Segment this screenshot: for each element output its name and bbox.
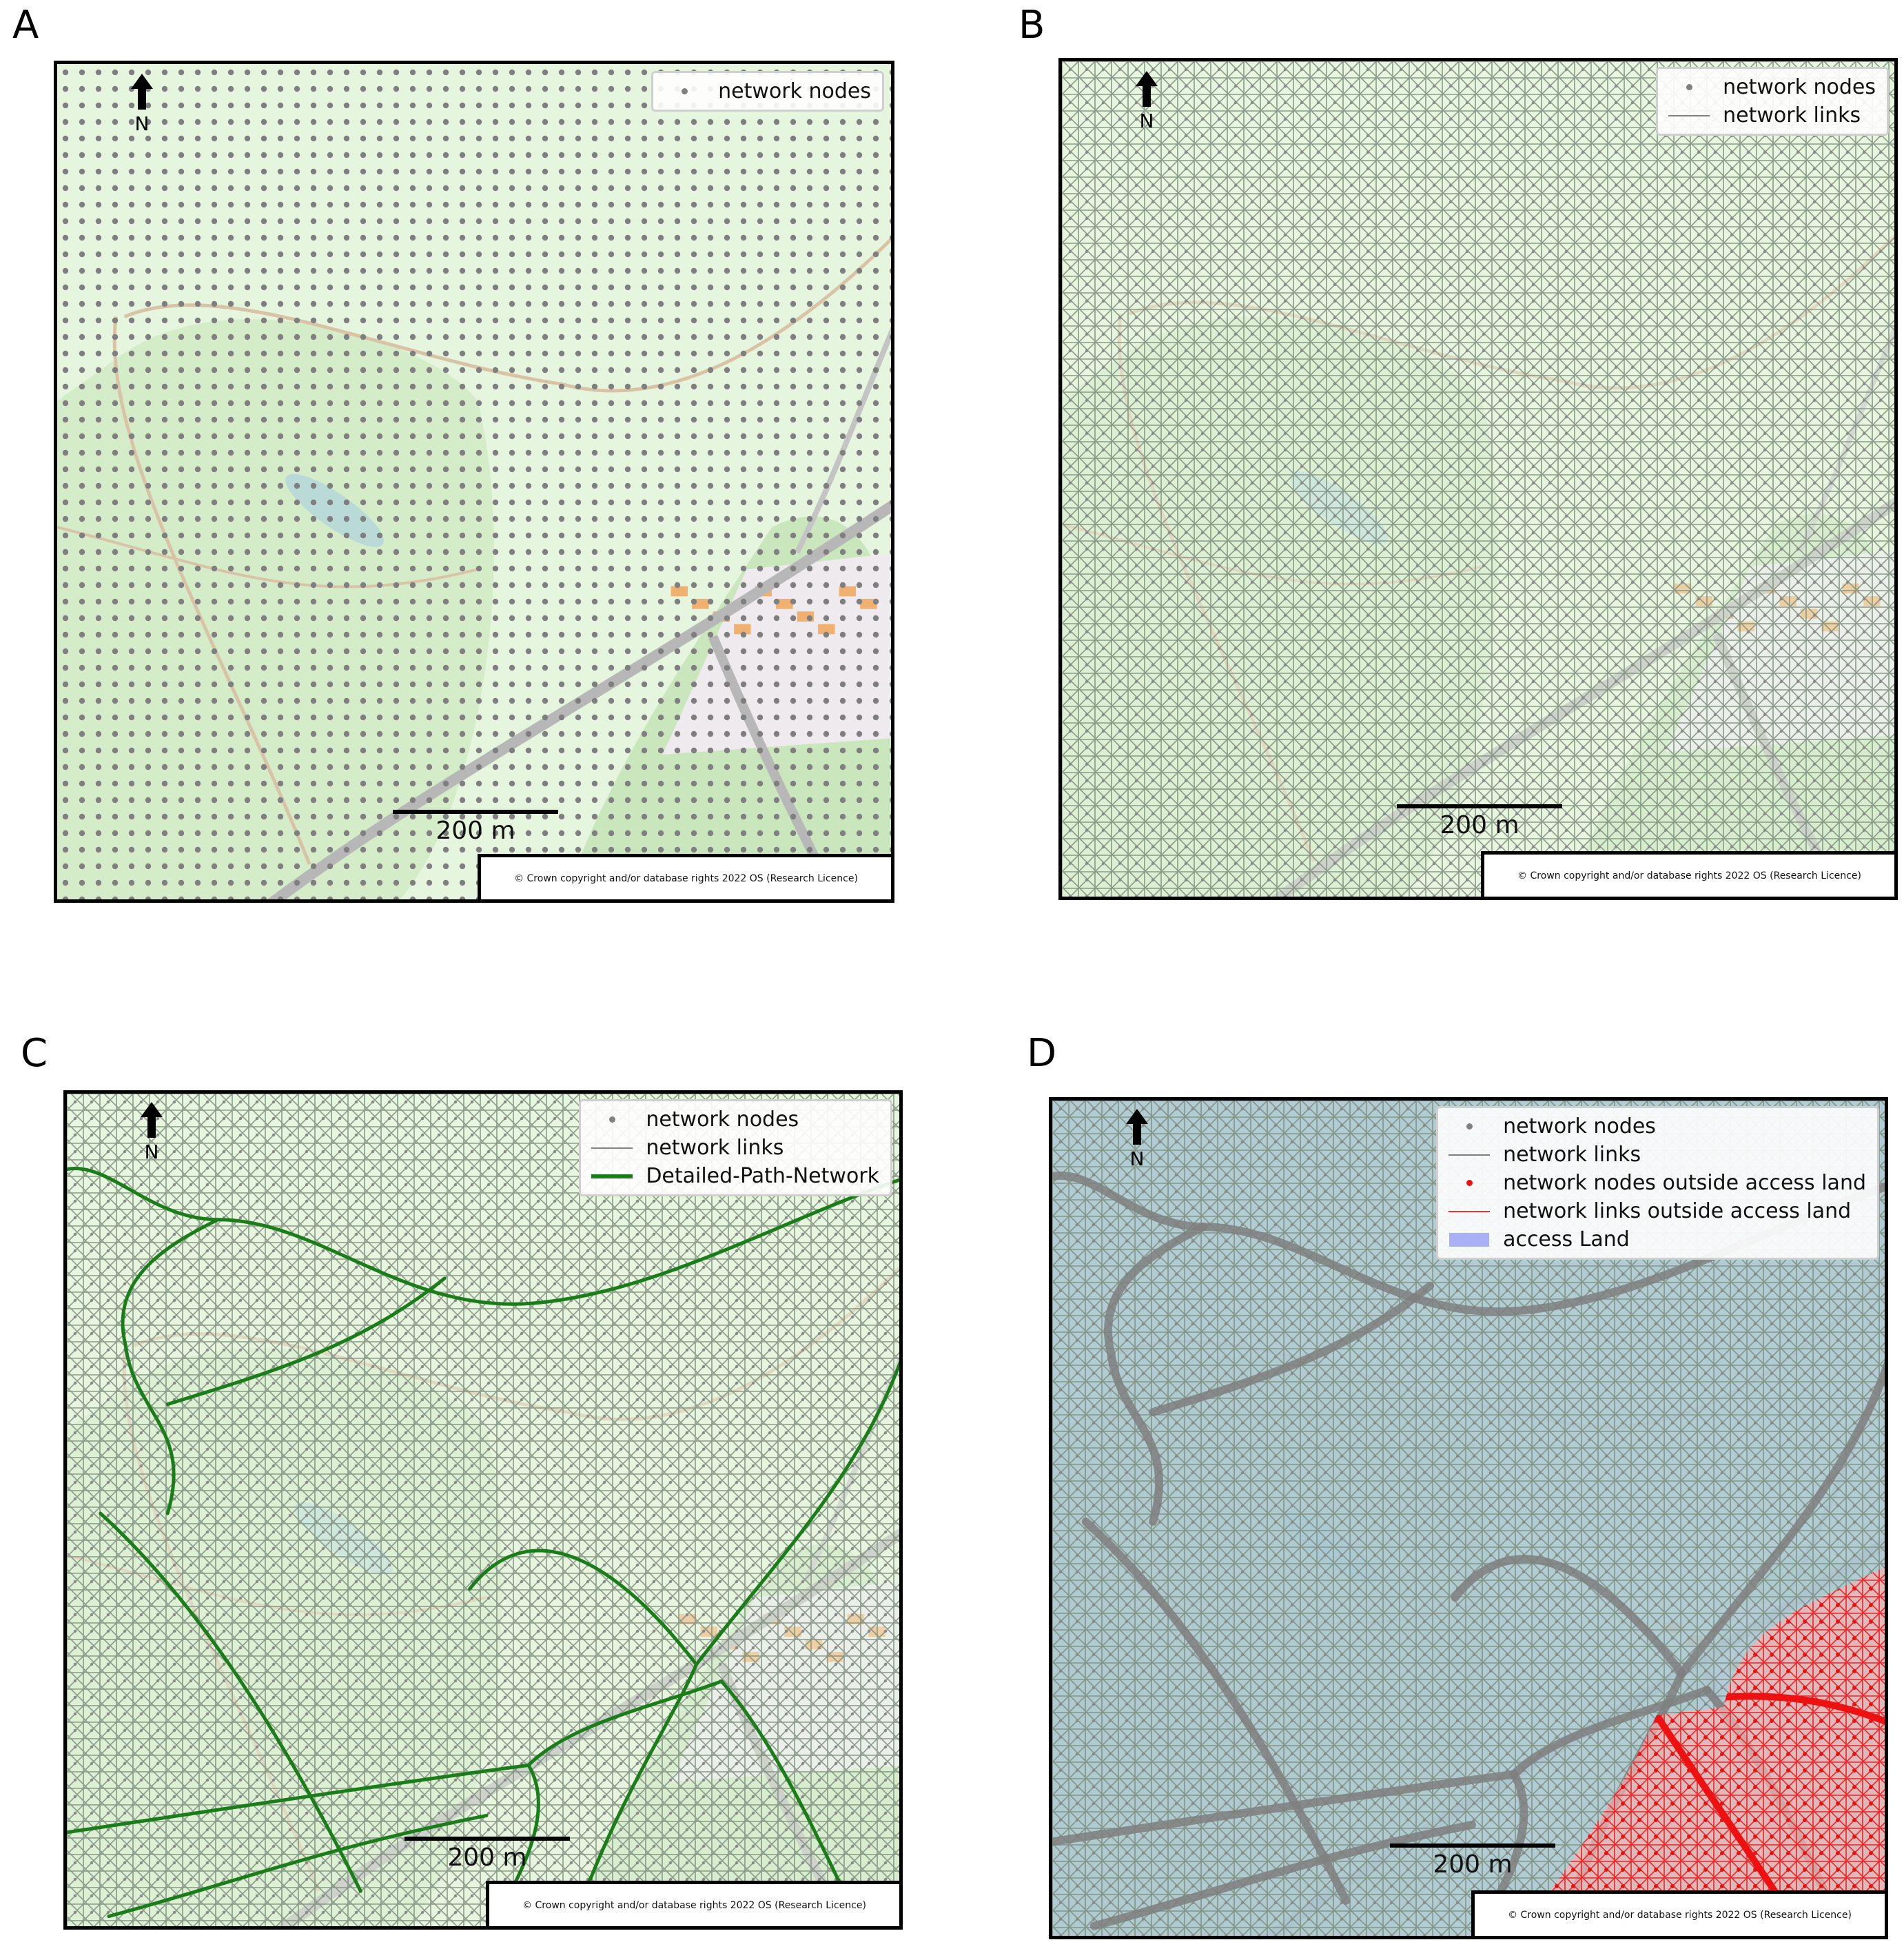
north-arrow-icon: [131, 74, 153, 110]
legend-item-network-nodes: network nodes: [660, 77, 871, 105]
legend-dot-icon: [1686, 84, 1692, 90]
legend-item-detailed-path-network: Detailed-Path-Network: [588, 1162, 879, 1190]
copyright-notice: © Crown copyright and/or database rights…: [478, 854, 891, 899]
legend-line-icon: [591, 1147, 633, 1149]
legend-item-network-nodes: network nodes: [588, 1105, 879, 1134]
copyright-notice: © Crown copyright and/or database rights…: [1471, 1890, 1885, 1936]
basemap: [1062, 61, 1894, 897]
north-arrow-icon: [141, 1102, 163, 1138]
legend-item-access-land: access Land: [1445, 1225, 1866, 1254]
legend-patch-icon: [1449, 1232, 1490, 1247]
legend: network nodes network links Detailed-Pat…: [579, 1099, 892, 1196]
legend-dot-icon: [1466, 1123, 1473, 1130]
basemap: [57, 64, 891, 899]
legend-dot-icon: [681, 88, 688, 94]
legend-item-network-nodes: network nodes: [1665, 73, 1876, 101]
north-arrow: N: [134, 1099, 169, 1163]
panel-a-letter: A: [12, 3, 39, 48]
legend: network nodes network links: [1656, 67, 1889, 136]
panel-d-map: N network nodes network links network no…: [1049, 1097, 1888, 1939]
legend-item-network-links: network links: [1445, 1141, 1866, 1169]
legend-item-nodes-outside-access-land: network nodes outside access land: [1445, 1169, 1866, 1197]
panel-d-letter: D: [1027, 1031, 1057, 1076]
legend-item-network-nodes: network nodes: [1445, 1112, 1866, 1141]
north-arrow: N: [1129, 68, 1164, 132]
legend-item-network-links: network links: [1665, 101, 1876, 130]
legend-line-icon: [1449, 1210, 1491, 1212]
panel-c-letter: C: [21, 1031, 48, 1076]
copyright-notice: © Crown copyright and/or database rights…: [1481, 851, 1894, 897]
panel-b-map: N network nodes network links 200 m © Cr…: [1058, 58, 1898, 900]
scale-bar: 200 m: [405, 1837, 570, 1872]
scale-bar: 200 m: [393, 810, 558, 845]
panel-c-map: N network nodes network links Detailed-P…: [63, 1090, 903, 1930]
north-arrow: N: [125, 71, 159, 135]
north-arrow-icon: [1136, 71, 1158, 107]
north-arrow: N: [1120, 1106, 1154, 1170]
legend-item-network-links: network links: [588, 1134, 879, 1162]
legend-dot-icon: [608, 1116, 615, 1123]
legend-dot-icon: [1466, 1180, 1473, 1186]
legend-thick-line-icon: [591, 1174, 633, 1178]
scale-bar: 200 m: [1390, 1843, 1555, 1879]
legend: network nodes network links network node…: [1436, 1106, 1879, 1260]
panel-b-letter: B: [1018, 3, 1045, 48]
legend-line-icon: [1449, 1154, 1491, 1156]
legend-line-icon: [1668, 114, 1710, 116]
panel-a-map: N network nodes 200 m © Crown copyright …: [54, 61, 894, 903]
copyright-notice: © Crown copyright and/or database rights…: [486, 1881, 899, 1926]
basemap: [67, 1094, 899, 1926]
legend-item-links-outside-access-land: network links outside access land: [1445, 1197, 1866, 1225]
scale-bar: 200 m: [1397, 804, 1562, 839]
legend: network nodes: [651, 71, 884, 112]
north-arrow-icon: [1126, 1109, 1148, 1145]
